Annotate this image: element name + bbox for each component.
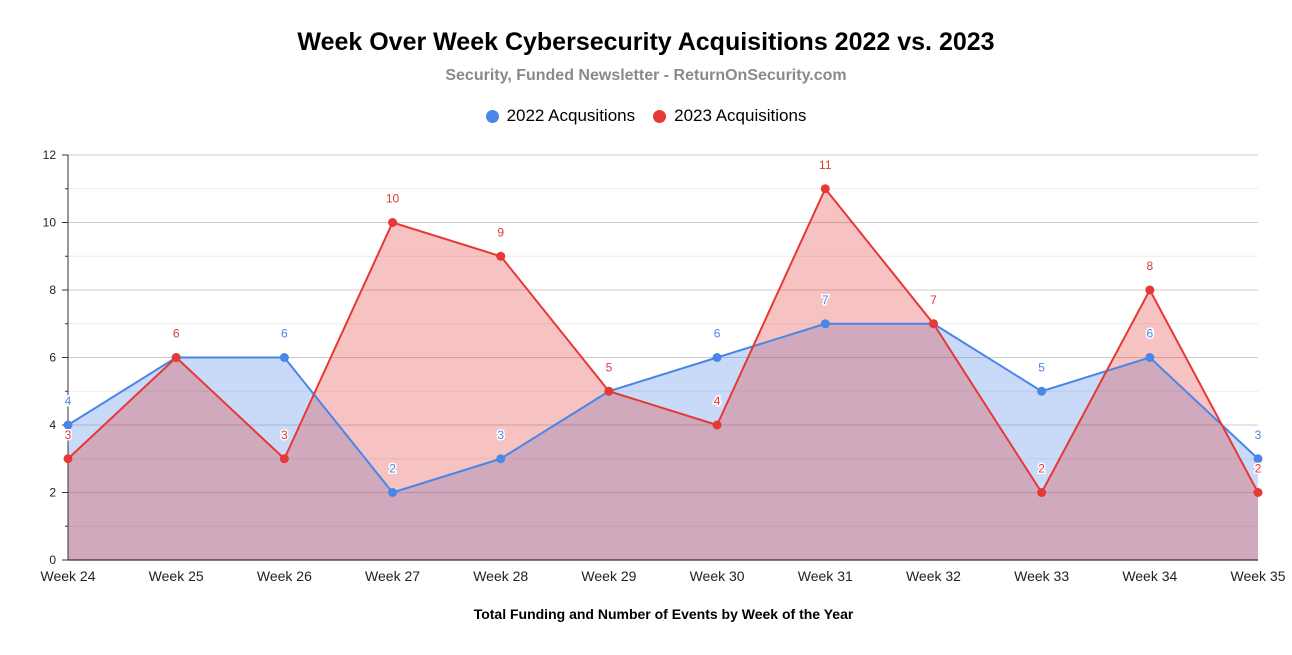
data-label: 7 <box>930 293 937 307</box>
data-point <box>496 251 506 261</box>
x-tick-label: Week 33 <box>1014 568 1069 584</box>
y-tick-label: 12 <box>43 148 57 162</box>
chart-title: Week Over Week Cybersecurity Acquisition… <box>297 28 995 56</box>
x-tick-label: Week 25 <box>149 568 204 584</box>
data-label: 5 <box>606 360 613 374</box>
data-point <box>928 319 938 329</box>
axes: 0 2 4 6 8 10 12 Week 24 Week 25 Week 26 Week 27 Wee… <box>41 148 1286 584</box>
data-point <box>1145 353 1155 362</box>
series-area-0 <box>68 323 1258 560</box>
data-label: 3 <box>65 428 72 442</box>
x-tick-label: Week 30 <box>690 568 745 584</box>
data-label: 10 <box>386 192 400 206</box>
data-point <box>63 420 73 430</box>
y-tick-label: 6 <box>49 351 56 365</box>
legend-marker-2022 <box>485 109 499 123</box>
data-point <box>388 488 398 497</box>
data-label: 3 <box>1255 428 1262 442</box>
x-axis-title: Total Funding and Number of Events by We… <box>473 606 854 622</box>
data-point <box>171 353 181 362</box>
data-label: 5 <box>606 360 613 374</box>
legend-item-2022[interactable]: 2022 Acqusitions <box>485 106 636 126</box>
data-label: 5 <box>1038 360 1045 374</box>
data-point <box>279 454 289 464</box>
data-point <box>820 184 830 194</box>
x-tick-label: Week 35 <box>1231 568 1286 584</box>
data-label: 6 <box>714 327 721 341</box>
data-label: 6 <box>281 327 288 341</box>
data-point <box>1037 488 1047 497</box>
legend-label-2023: 2023 Acquisitions <box>674 106 807 125</box>
data-label: 7 <box>930 293 937 307</box>
chart-subtitle: Security, Funded Newsletter - ReturnOnSe… <box>445 67 847 84</box>
data-points <box>63 184 1263 497</box>
data-point <box>820 319 830 329</box>
x-tick-label: Week 28 <box>473 568 528 584</box>
data-point <box>496 454 506 464</box>
data-label: 3 <box>497 428 504 442</box>
y-tick-label: 0 <box>49 553 56 567</box>
data-label: 11 <box>819 158 832 172</box>
x-tick-label: Week 34 <box>1122 568 1177 584</box>
data-label: 2 <box>1038 462 1045 476</box>
data-point <box>604 386 614 396</box>
x-tick-label: Week 32 <box>906 568 961 584</box>
data-point <box>1145 285 1155 295</box>
series-lines <box>67 187 1259 494</box>
data-label: 6 <box>173 327 180 341</box>
legend-label-2022: 2022 Acqusitions <box>506 106 636 125</box>
data-point <box>712 353 722 362</box>
data-point <box>1037 386 1047 396</box>
x-tick-label: Week 26 <box>257 568 312 584</box>
y-tick-label: 8 <box>49 283 56 297</box>
data-label: 7 <box>822 293 829 307</box>
x-tick-label: Week 29 <box>581 568 636 584</box>
data-point <box>63 454 73 464</box>
data-label: 9 <box>497 225 504 239</box>
legend-marker-2023 <box>653 109 667 123</box>
x-tick-label: Week 24 <box>41 568 96 584</box>
legend-item-2023[interactable]: 2023 Acquisitions <box>653 106 806 126</box>
data-point <box>1253 454 1263 464</box>
grid <box>68 154 1258 561</box>
data-label: 8 <box>1146 259 1153 273</box>
data-label: 4 <box>714 394 721 408</box>
data-label: 2 <box>389 462 396 476</box>
data-label: 6 <box>173 327 180 341</box>
y-tick-label: 2 <box>49 486 56 500</box>
x-tick-label: Week 27 <box>365 568 420 584</box>
x-tick-label: Week 31 <box>798 568 853 584</box>
data-label: 3 <box>281 428 288 442</box>
series-line-0 <box>67 322 1259 494</box>
series-line-1 <box>67 187 1259 494</box>
data-point <box>279 353 289 362</box>
y-tick-label: 4 <box>49 418 56 432</box>
data-label: 6 <box>1146 327 1153 341</box>
data-point <box>1253 488 1263 497</box>
data-label: 4 <box>65 394 72 408</box>
legend: 2022 Acqusitions 2023 Acquisitions <box>0 106 1292 126</box>
data-label: 2 <box>1255 462 1262 476</box>
data-point <box>712 420 722 430</box>
y-tick-label: 10 <box>43 216 57 230</box>
data-point <box>388 218 398 227</box>
